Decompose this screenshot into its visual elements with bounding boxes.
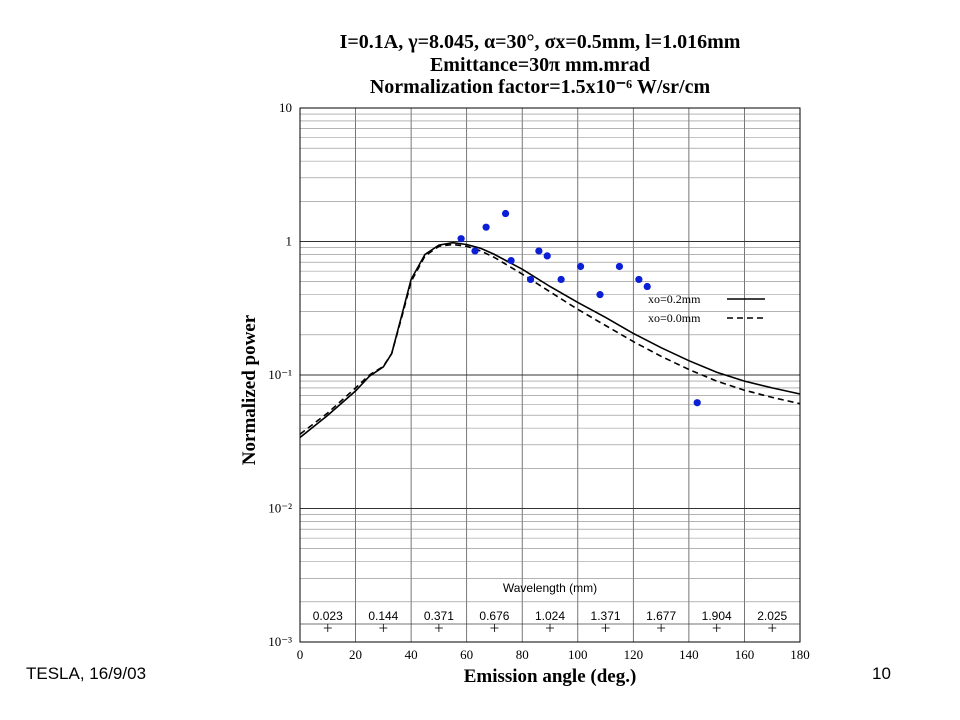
x-tick-label: 40	[405, 647, 418, 662]
data-point	[576, 262, 585, 271]
y-axis-title: Normalized power	[239, 314, 260, 465]
x-tick-label: 80	[516, 647, 529, 662]
wavelength-label: 1.371	[591, 609, 621, 623]
x-tick-label: 120	[624, 647, 644, 662]
legend-label: xo=0.0mm	[648, 311, 701, 325]
data-point	[507, 256, 515, 265]
data-point	[471, 247, 479, 255]
y-tick-label: 10	[279, 100, 292, 115]
data-point	[535, 247, 543, 255]
axes: Emission angle (deg.) Normalized power 0…	[239, 100, 810, 687]
wavelength-label: 1.904	[702, 609, 732, 623]
slide-number: 10	[872, 664, 891, 683]
wavelength-scale: Wavelength (mm) 0.023 0.144 0.371 0.676 1.02…	[300, 581, 800, 632]
x-tick-label: 140	[679, 647, 699, 662]
y-tick-label: 10⁻³	[268, 634, 292, 649]
data-point	[596, 291, 604, 299]
wavelength-label: 0.676	[479, 609, 509, 623]
wavelength-label: 0.371	[424, 609, 454, 623]
series-line-dashed	[299, 243, 801, 435]
x-tick-label: 180	[790, 647, 810, 662]
chart-title-line-2: Emittance=30π mm.mrad	[429, 54, 651, 76]
x-tick-label: 160	[735, 647, 755, 662]
series-layer	[299, 209, 801, 439]
wavelength-label: 1.677	[646, 609, 676, 623]
x-tick-label: 60	[460, 647, 473, 662]
data-point	[526, 275, 535, 284]
x-axis-title: Emission angle (deg.)	[464, 666, 637, 687]
data-point	[635, 275, 643, 284]
data-point	[501, 209, 510, 218]
y-tick-label: 10⁻²	[268, 501, 292, 516]
wavelength-label: 0.023	[313, 609, 343, 623]
data-point	[615, 262, 624, 271]
data-point	[543, 252, 551, 260]
wavelength-label: 2.025	[757, 609, 787, 623]
data-point	[693, 399, 701, 407]
x-tick-label: 0	[297, 647, 304, 662]
series-line-solid	[299, 241, 801, 439]
legend-label: xo=0.2mm	[648, 292, 701, 306]
wavelength-label: 1.024	[535, 609, 565, 623]
plot-frame	[299, 107, 801, 643]
y-tick-label: 10⁻¹	[268, 367, 292, 382]
x-tick-label: 20	[349, 647, 362, 662]
wavelength-title: Wavelength (mm)	[503, 581, 597, 595]
data-point	[482, 223, 490, 231]
chart-title-line-3: Normalization factor=1.5x10⁻⁶ W/sr/cm	[369, 76, 711, 98]
legend: xo=0.2mm xo=0.0mm	[648, 292, 765, 325]
data-point	[457, 235, 465, 243]
chart-title-line-1: I=0.1A, γ=8.045, α=30°, σx=0.5mm, l=1.01…	[339, 31, 741, 53]
data-point	[557, 275, 565, 284]
footer-event-date: TESLA, 16/9/03	[26, 664, 147, 683]
x-tick-label: 100	[568, 647, 588, 662]
y-tick-label: 1	[286, 234, 293, 249]
wavelength-label: 0.144	[368, 609, 398, 623]
data-point	[643, 282, 651, 291]
